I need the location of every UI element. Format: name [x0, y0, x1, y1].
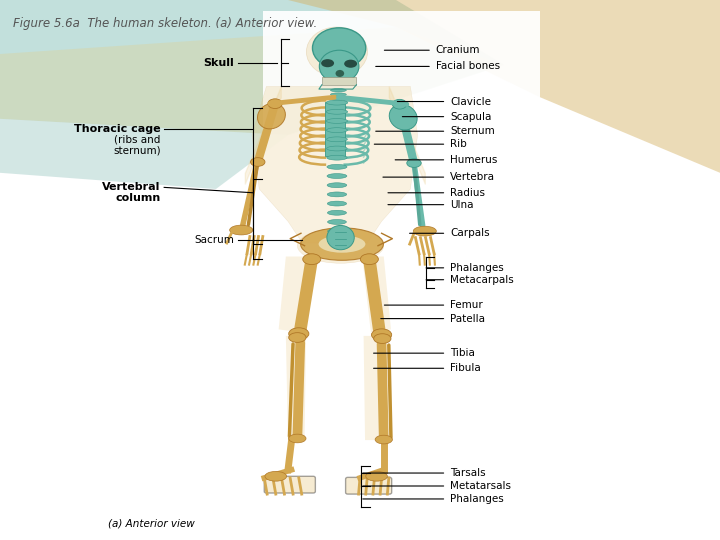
Ellipse shape — [328, 238, 346, 242]
Ellipse shape — [327, 226, 354, 249]
Polygon shape — [0, 119, 288, 189]
Ellipse shape — [265, 471, 287, 481]
Text: sternum): sternum) — [113, 145, 161, 155]
Text: (a) Anterior view: (a) Anterior view — [108, 519, 194, 529]
Text: Radius: Radius — [450, 188, 485, 198]
Ellipse shape — [289, 328, 309, 340]
Text: Carpals: Carpals — [450, 228, 490, 238]
Text: Phalanges: Phalanges — [450, 494, 504, 504]
Polygon shape — [279, 256, 307, 332]
Ellipse shape — [328, 210, 346, 215]
Polygon shape — [0, 27, 504, 135]
Ellipse shape — [320, 50, 359, 83]
Ellipse shape — [326, 100, 348, 105]
Polygon shape — [362, 256, 391, 332]
Text: Fibula: Fibula — [450, 363, 481, 373]
Ellipse shape — [372, 329, 392, 341]
Polygon shape — [0, 0, 504, 135]
Ellipse shape — [297, 228, 384, 263]
Ellipse shape — [392, 99, 407, 109]
Ellipse shape — [366, 471, 387, 481]
Ellipse shape — [327, 173, 347, 178]
Ellipse shape — [327, 155, 347, 160]
Text: Vertebra: Vertebra — [450, 172, 495, 182]
Bar — [263, 11, 540, 524]
Ellipse shape — [336, 70, 344, 77]
Text: Sacrum: Sacrum — [194, 235, 234, 245]
Text: Thoracic cage: Thoracic cage — [74, 124, 161, 133]
Ellipse shape — [230, 225, 253, 235]
Ellipse shape — [330, 106, 346, 109]
Text: Tibia: Tibia — [450, 348, 475, 358]
Text: Phalanges: Phalanges — [450, 263, 504, 273]
Ellipse shape — [328, 201, 346, 206]
Text: Vertebral: Vertebral — [102, 183, 161, 192]
Ellipse shape — [301, 228, 383, 260]
Ellipse shape — [344, 59, 357, 68]
Text: Facial bones: Facial bones — [436, 62, 500, 71]
Ellipse shape — [303, 254, 321, 265]
Ellipse shape — [390, 104, 417, 130]
Bar — [325, 102, 345, 156]
Ellipse shape — [413, 226, 436, 236]
Text: Scapula: Scapula — [450, 112, 491, 122]
Ellipse shape — [327, 146, 347, 151]
FancyBboxPatch shape — [346, 477, 392, 494]
Polygon shape — [286, 336, 306, 440]
Text: Metacarpals: Metacarpals — [450, 275, 514, 285]
Polygon shape — [364, 336, 384, 440]
Ellipse shape — [289, 333, 306, 342]
Text: Patella: Patella — [450, 314, 485, 323]
Text: Rib: Rib — [450, 139, 467, 149]
FancyBboxPatch shape — [264, 476, 315, 493]
Ellipse shape — [327, 192, 347, 197]
Ellipse shape — [326, 127, 348, 132]
Text: Ulna: Ulna — [450, 200, 474, 210]
Ellipse shape — [330, 102, 346, 105]
Ellipse shape — [330, 97, 346, 100]
Text: Tarsals: Tarsals — [450, 468, 485, 478]
Text: Femur: Femur — [450, 300, 482, 310]
Text: Skull: Skull — [203, 58, 234, 68]
Ellipse shape — [374, 334, 391, 343]
Bar — [323, 68, 346, 84]
Ellipse shape — [251, 158, 265, 166]
Text: Cranium: Cranium — [436, 45, 480, 55]
Polygon shape — [288, 0, 720, 173]
Ellipse shape — [326, 118, 348, 123]
Text: Figure 5.6a  The human skeleton. (a) Anterior view.: Figure 5.6a The human skeleton. (a) Ante… — [13, 17, 318, 30]
Ellipse shape — [319, 235, 365, 253]
Ellipse shape — [327, 164, 347, 169]
Ellipse shape — [327, 183, 347, 188]
Text: Sternum: Sternum — [450, 126, 495, 136]
Text: (ribs and: (ribs and — [114, 134, 161, 144]
Ellipse shape — [407, 159, 421, 167]
Ellipse shape — [328, 219, 346, 225]
Ellipse shape — [312, 28, 366, 68]
Ellipse shape — [289, 434, 306, 443]
Ellipse shape — [268, 99, 282, 109]
Ellipse shape — [321, 59, 334, 68]
Polygon shape — [252, 86, 418, 243]
Ellipse shape — [327, 137, 347, 141]
Ellipse shape — [258, 103, 285, 129]
Ellipse shape — [307, 27, 368, 77]
Ellipse shape — [328, 228, 346, 233]
Ellipse shape — [330, 89, 346, 92]
Ellipse shape — [375, 435, 392, 444]
Ellipse shape — [326, 109, 348, 114]
Text: Clavicle: Clavicle — [450, 97, 491, 106]
Bar — [322, 77, 356, 85]
Text: column: column — [115, 193, 161, 203]
Ellipse shape — [361, 254, 379, 265]
Ellipse shape — [330, 93, 346, 96]
Text: Metatarsals: Metatarsals — [450, 481, 511, 491]
Text: Humerus: Humerus — [450, 155, 498, 165]
